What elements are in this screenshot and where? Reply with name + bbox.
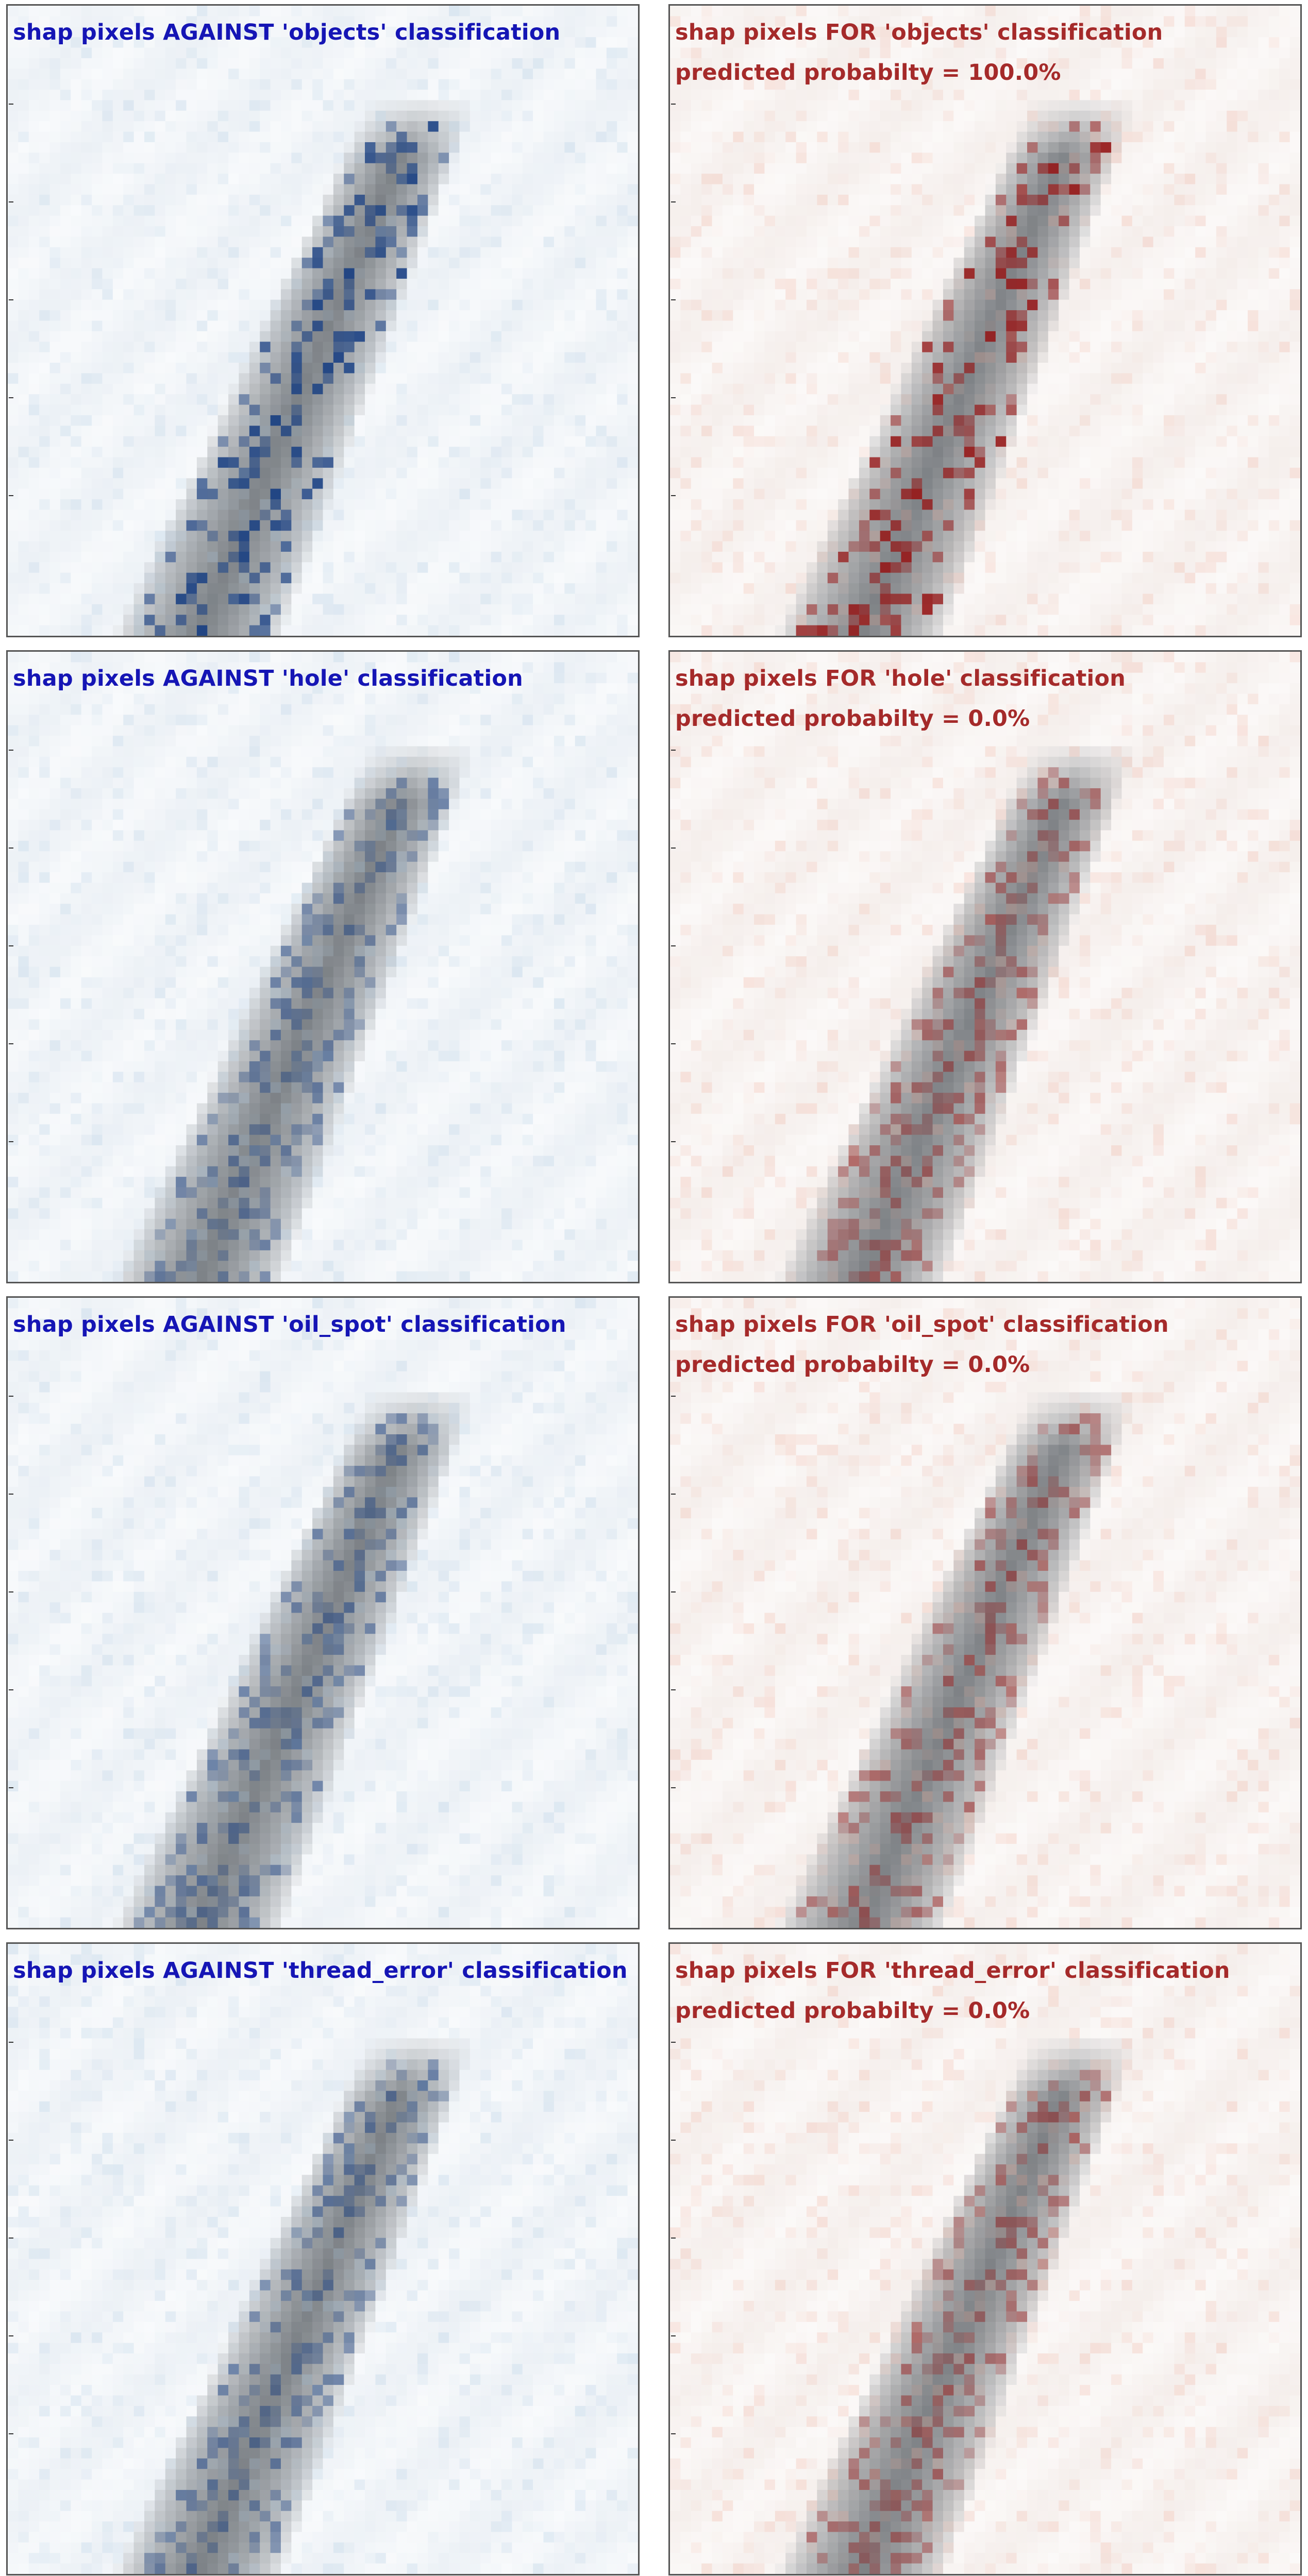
shap-heatmap-image (8, 652, 638, 1282)
y-axis-tick (671, 397, 676, 398)
y-axis-tick (9, 2042, 13, 2043)
y-axis-tick (9, 299, 13, 300)
panel-title: shap pixels FOR 'thread_error' classific… (675, 1960, 1230, 1982)
y-axis-tick (671, 299, 676, 300)
shap-panel-against-hole: shap pixels AGAINST 'hole' classificatio… (6, 650, 640, 1283)
probability-label: predicted probabilty = 0.0% (675, 1354, 1030, 1376)
shap-heatmap-image (670, 652, 1300, 1282)
y-axis-tick (9, 2140, 13, 2141)
y-axis-tick (671, 495, 676, 496)
y-axis-tick (9, 201, 13, 202)
y-axis-tick (9, 750, 13, 751)
y-axis-tick (671, 1591, 676, 1592)
shap-panel-for-hole: shap pixels FOR 'hole' classification pr… (668, 650, 1302, 1283)
panel-title: shap pixels AGAINST 'oil_spot' classific… (13, 1314, 566, 1336)
shap-heatmap-image (670, 6, 1300, 636)
y-axis-tick (9, 1591, 13, 1592)
shap-panel-for-objects: shap pixels FOR 'objects' classification… (668, 4, 1302, 637)
y-axis-tick (9, 848, 13, 849)
y-axis-tick (671, 1141, 676, 1142)
y-axis-tick (671, 945, 676, 946)
y-axis-tick (671, 104, 676, 105)
y-axis-tick (671, 1689, 676, 1690)
shap-panel-for-thread-error: shap pixels FOR 'thread_error' classific… (668, 1942, 1302, 2575)
y-axis-tick (671, 2042, 676, 2043)
shap-heatmap-image (8, 1944, 638, 2574)
y-axis-tick (9, 1141, 13, 1142)
y-axis-tick (9, 1043, 13, 1044)
panel-title: shap pixels FOR 'oil_spot' classificatio… (675, 1314, 1169, 1336)
y-axis-tick (671, 2433, 676, 2434)
panel-title: shap pixels AGAINST 'objects' classifica… (13, 22, 560, 44)
y-axis-tick (9, 2238, 13, 2239)
y-axis-tick (671, 750, 676, 751)
panel-title: shap pixels AGAINST 'thread_error' class… (13, 1960, 628, 1982)
shap-heatmap-image (8, 1298, 638, 1928)
y-axis-tick (9, 945, 13, 946)
y-axis-tick (671, 1043, 676, 1044)
y-axis-tick (671, 1396, 676, 1397)
probability-label: predicted probabilty = 100.0% (675, 62, 1061, 84)
shap-panel-against-thread-error: shap pixels AGAINST 'thread_error' class… (6, 1942, 640, 2575)
y-axis-tick (9, 104, 13, 105)
probability-label: predicted probabilty = 0.0% (675, 708, 1030, 730)
y-axis-tick (9, 2433, 13, 2434)
panel-title: shap pixels FOR 'objects' classification (675, 22, 1163, 44)
y-axis-tick (671, 2238, 676, 2239)
panel-title: shap pixels FOR 'hole' classification (675, 668, 1126, 690)
y-axis-tick (9, 1689, 13, 1690)
y-axis-tick (9, 495, 13, 496)
panel-title: shap pixels AGAINST 'hole' classificatio… (13, 668, 523, 690)
probability-label: predicted probabilty = 0.0% (675, 2000, 1030, 2022)
shap-panel-against-oil-spot: shap pixels AGAINST 'oil_spot' classific… (6, 1296, 640, 1929)
shap-heatmap-image (8, 6, 638, 636)
y-axis-tick (9, 2335, 13, 2336)
y-axis-tick (9, 1787, 13, 1788)
y-axis-tick (671, 2140, 676, 2141)
y-axis-tick (671, 848, 676, 849)
shap-panel-against-objects: shap pixels AGAINST 'objects' classifica… (6, 4, 640, 637)
y-axis-tick (671, 1787, 676, 1788)
y-axis-tick (671, 2335, 676, 2336)
shap-heatmap-image (670, 1298, 1300, 1928)
y-axis-tick (671, 201, 676, 202)
shap-heatmap-image (670, 1944, 1300, 2574)
y-axis-tick (9, 397, 13, 398)
shap-panel-for-oil-spot: shap pixels FOR 'oil_spot' classificatio… (668, 1296, 1302, 1929)
y-axis-tick (9, 1396, 13, 1397)
y-axis-tick (671, 1494, 676, 1495)
y-axis-tick (9, 1494, 13, 1495)
